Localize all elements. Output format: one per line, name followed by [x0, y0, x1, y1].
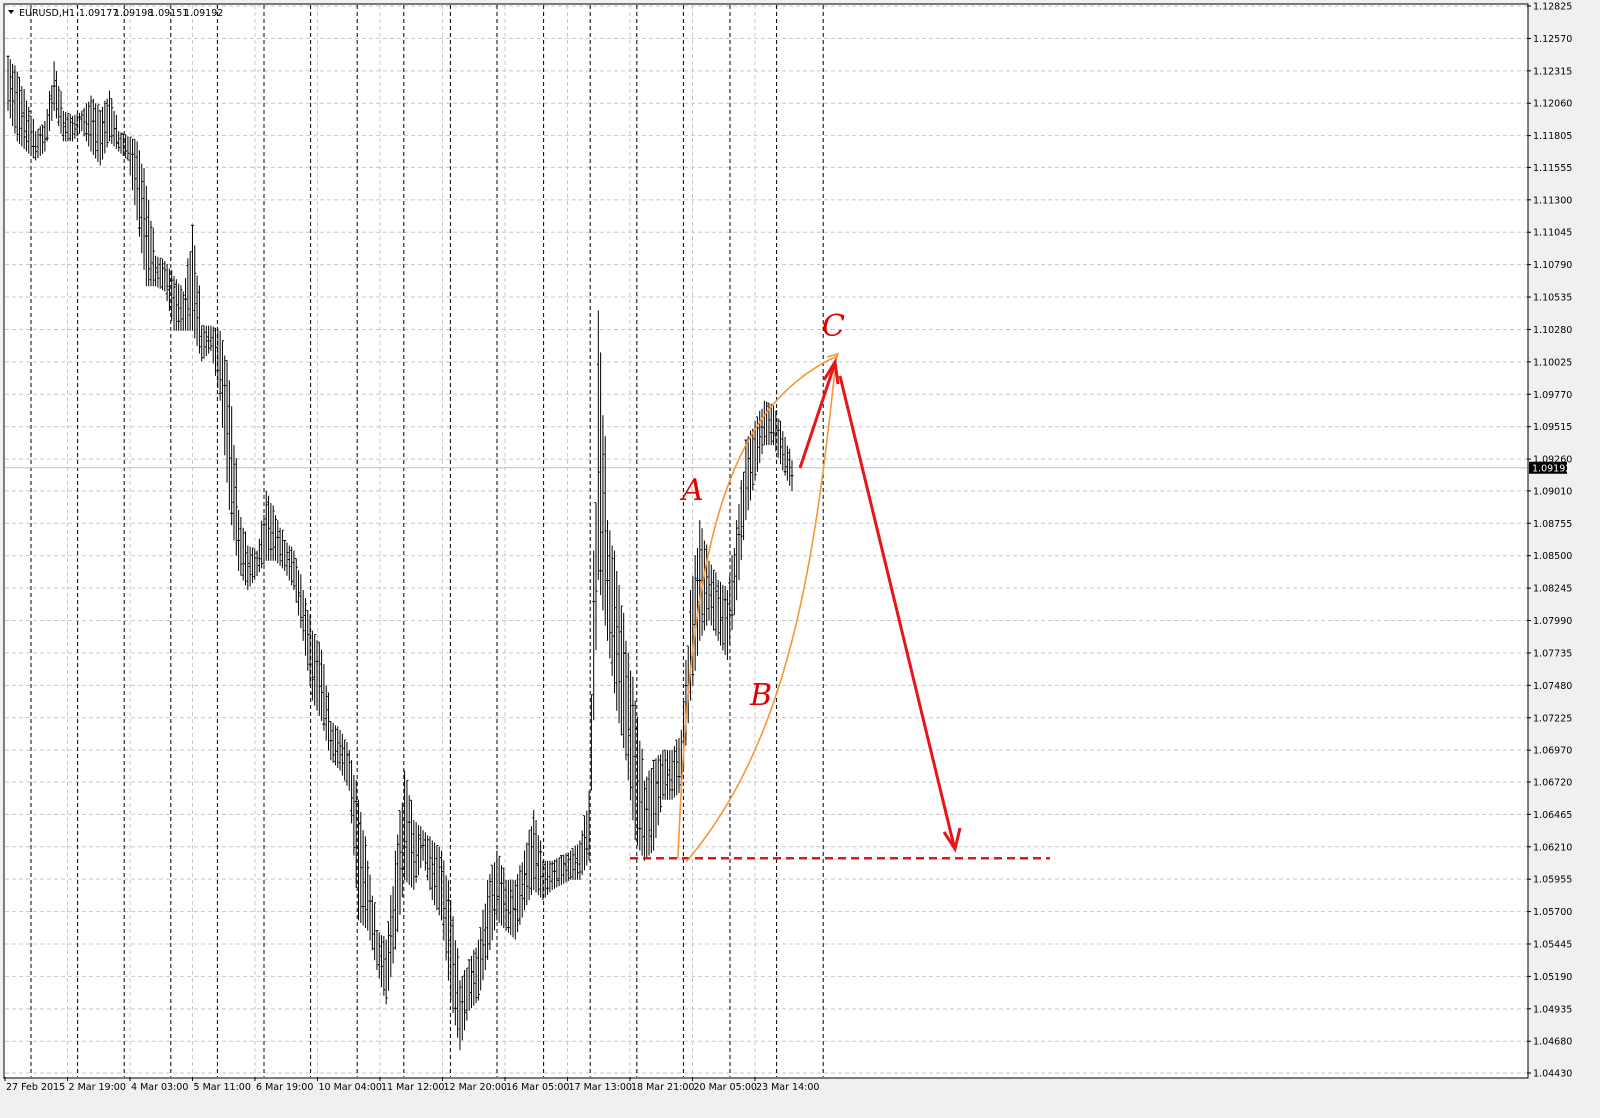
label-a: A [679, 473, 704, 508]
arc-b [685, 359, 837, 863]
time-axis[interactable]: 27 Feb 2015 2 Mar 19:00 4 Mar 03:00 5 Mar 1… [4, 1077, 819, 1093]
label-b: B [749, 678, 772, 713]
plot-area [3, 3, 1529, 1079]
y-tick-label: 1.11555 [1533, 163, 1572, 174]
drawing-annotations[interactable]: A B C [630, 309, 1050, 863]
high-value: 1.09198 [114, 8, 153, 19]
arrow-up [798, 365, 836, 469]
y-tick-label: 1.06720 [1533, 777, 1572, 788]
x-tick-label: 20 Mar 05:00 [694, 1082, 757, 1093]
y-tick-label: 1.04680 [1533, 1037, 1572, 1048]
y-tick-label: 1.04430 [1533, 1069, 1572, 1080]
y-tick-label: 1.07225 [1533, 713, 1572, 724]
y-tick-label: 1.11045 [1533, 228, 1572, 239]
close-value: 1.09192 [184, 8, 223, 19]
chart-header: EURUSD,H1 1.09177 1.09198 1.09151 1.0919… [8, 8, 223, 19]
y-tick-label: 1.10280 [1533, 325, 1572, 336]
y-tick-label: 1.09260 [1533, 455, 1572, 466]
y-tick-label: 1.08755 [1533, 519, 1572, 530]
low-value: 1.09151 [149, 8, 188, 19]
arrow-up-head [822, 357, 840, 385]
arrow-down [838, 375, 956, 847]
y-tick-label: 1.11300 [1533, 195, 1572, 206]
y-tick-label: 1.06465 [1533, 810, 1572, 821]
x-tick-label: 16 Mar 05:00 [506, 1082, 569, 1093]
grid [5, 5, 1527, 1077]
x-tick-label: 2 Mar 19:00 [69, 1082, 126, 1093]
x-tick-label: 23 Mar 14:00 [756, 1082, 819, 1093]
y-tick-label: 1.10790 [1533, 260, 1572, 271]
x-tick-label: 4 Mar 03:00 [131, 1082, 188, 1093]
x-tick-label: 5 Mar 11:00 [194, 1082, 251, 1093]
y-tick-label: 1.12570 [1533, 34, 1572, 45]
y-tick-label: 1.09770 [1533, 390, 1572, 401]
y-tick-label: 1.08500 [1533, 551, 1572, 562]
y-tick-label: 1.12825 [1533, 2, 1572, 13]
y-tick-label: 1.07480 [1533, 681, 1572, 692]
y-tick-label: 1.09515 [1533, 422, 1572, 433]
y-tick-label: 1.09010 [1533, 486, 1572, 497]
x-tick-label: 11 Mar 12:00 [381, 1082, 444, 1093]
label-c: C [822, 309, 845, 344]
y-tick-label: 1.10025 [1533, 357, 1572, 368]
open-value: 1.09177 [79, 8, 118, 19]
y-tick-label: 1.11805 [1533, 131, 1572, 142]
current-price-tag [1529, 461, 1567, 474]
x-tick-label: 12 Mar 20:00 [444, 1082, 507, 1093]
price-axis[interactable]: 1.12825 1.12570 1.12315 1.12060 1.11805 1.115… [1527, 2, 1572, 1080]
y-tick-label: 1.06970 [1533, 746, 1572, 757]
y-tick-label: 1.05700 [1533, 907, 1572, 918]
x-tick-label: 27 Feb 2015 [6, 1082, 65, 1093]
y-tick-label: 1.07735 [1533, 648, 1572, 659]
y-tick-label: 1.05190 [1533, 972, 1572, 983]
x-tick-label: 10 Mar 04:00 [319, 1082, 382, 1093]
period-separators [30, 5, 824, 1077]
triangle-down-icon[interactable] [8, 10, 14, 14]
price-bars [6, 55, 794, 1051]
symbol-label: EURUSD,H1 [19, 8, 75, 19]
y-tick-label: 1.12060 [1533, 99, 1572, 110]
x-tick-label: 6 Mar 19:00 [256, 1082, 313, 1093]
x-tick-label: 17 Mar 13:00 [569, 1082, 632, 1093]
x-tick-label: 18 Mar 21:00 [631, 1082, 694, 1093]
arc-a [677, 355, 838, 859]
y-tick-label: 1.04935 [1533, 1004, 1572, 1015]
y-tick-label: 1.07990 [1533, 616, 1572, 627]
y-tick-label: 1.10535 [1533, 293, 1572, 304]
y-tick-label: 1.06210 [1533, 842, 1572, 853]
y-tick-label: 1.05955 [1533, 875, 1572, 886]
y-tick-label: 1.05445 [1533, 939, 1572, 950]
y-tick-label: 1.08245 [1533, 584, 1572, 595]
current-price-label: 1.09192 [1532, 463, 1571, 474]
y-tick-label: 1.12315 [1533, 66, 1572, 77]
arrow-down-head [942, 827, 962, 853]
